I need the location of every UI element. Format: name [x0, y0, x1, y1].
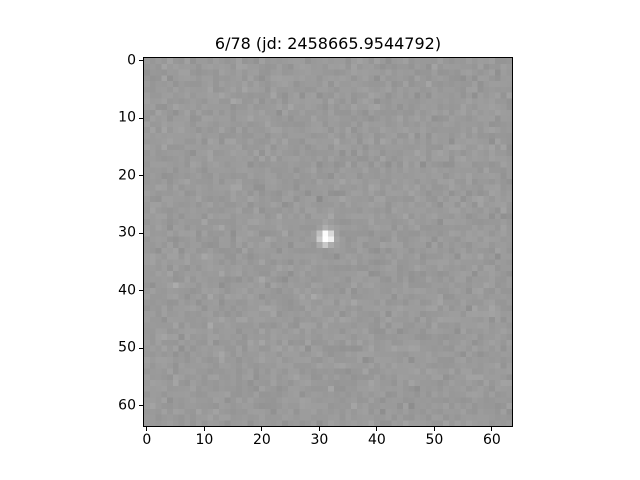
y-tick-label: 10: [118, 110, 136, 127]
x-tick-label: 30: [310, 432, 329, 448]
y-tick-label: 0: [127, 52, 136, 69]
x-tick-mark: [318, 427, 320, 431]
y-tick-label: 30: [118, 225, 136, 242]
y-tick-label: 20: [118, 167, 136, 184]
x-tick-mark: [491, 427, 493, 431]
y-tick-mark: [139, 290, 143, 292]
x-tick-label: 20: [252, 432, 271, 448]
star-image-heatmap: [144, 58, 512, 426]
y-tick-mark: [139, 117, 143, 119]
y-tick-label: 50: [118, 340, 136, 357]
y-tick-mark: [139, 347, 143, 349]
y-tick-mark: [139, 405, 143, 407]
axes-frame: [143, 57, 513, 427]
x-tick-mark: [433, 427, 435, 431]
x-tick-mark: [203, 427, 205, 431]
x-tick-label: 40: [367, 432, 386, 448]
x-tick-mark: [261, 427, 263, 431]
y-tick-label: 40: [118, 282, 136, 299]
x-tick-mark: [146, 427, 148, 431]
plot-title: 6/78 (jd: 2458665.9544792): [214, 34, 442, 53]
x-tick-mark: [376, 427, 378, 431]
x-tick-label: 10: [195, 432, 214, 448]
y-tick-mark: [139, 232, 143, 234]
x-tick-label: 60: [482, 432, 501, 448]
x-tick-label: 50: [425, 432, 444, 448]
y-tick-label: 60: [118, 397, 136, 414]
y-tick-mark: [139, 175, 143, 177]
x-tick-label: 0: [142, 432, 152, 448]
y-tick-mark: [139, 60, 143, 62]
